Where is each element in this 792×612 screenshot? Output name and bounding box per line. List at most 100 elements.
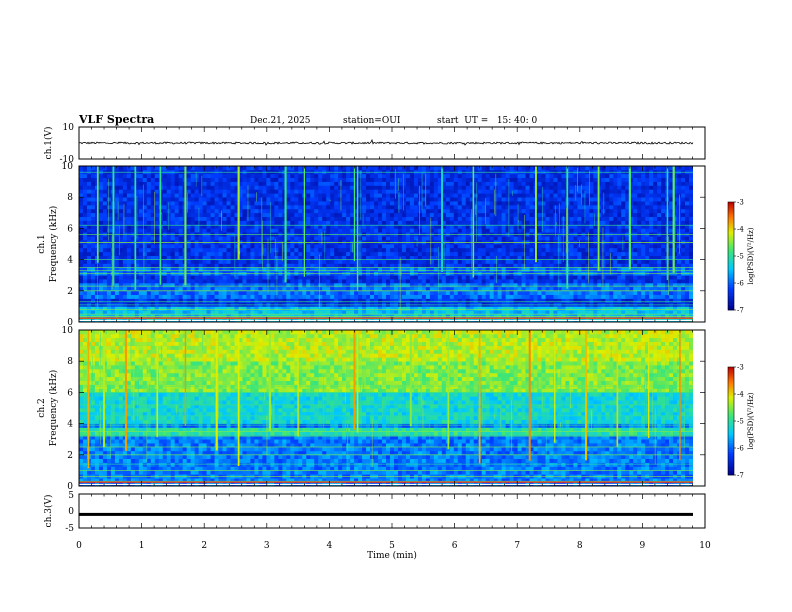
- spectrogram-cell: [146, 310, 152, 315]
- spectrogram-cell: [473, 286, 478, 292]
- spectrogram-cell: [449, 263, 455, 268]
- spectrogram-cell: [445, 283, 451, 288]
- spectrogram-cell: [457, 244, 463, 249]
- spectrogram-cell: [270, 286, 275, 292]
- spectrogram-cell: [170, 244, 175, 249]
- spectrogram-cell: [437, 244, 443, 249]
- spectrogram-cell: [278, 205, 283, 210]
- spectrogram-cell: [649, 251, 654, 256]
- spectrogram-cell: [461, 205, 467, 210]
- spectrogram-cell: [154, 197, 160, 202]
- spectrogram-cell: [389, 267, 395, 272]
- spectrogram-cell: [501, 201, 506, 206]
- spectrogram-cell: [322, 275, 327, 280]
- spectrogram-cell: [421, 244, 427, 249]
- spectrogram-cell: [417, 220, 423, 225]
- spectrogram-cell: [601, 286, 606, 292]
- spectrogram-cell: [521, 251, 526, 256]
- spectrogram-cell: [374, 286, 379, 292]
- spectrogram-cell: [605, 283, 610, 288]
- spectrogram-cell: [545, 298, 550, 303]
- spectrogram-cell: [501, 255, 506, 260]
- spectrogram-cell: [374, 197, 379, 202]
- spectrogram-cell: [469, 205, 475, 210]
- spectrogram-cell: [401, 212, 407, 217]
- spectrogram-cell: [242, 212, 247, 217]
- spectrogram-cell: [449, 275, 455, 280]
- spectrogram-cell: [342, 306, 347, 311]
- spectrogram-cell: [342, 208, 347, 214]
- spectrogram-cell: [633, 279, 638, 284]
- spectrogram-cell: [613, 290, 618, 295]
- spectrogram-cell: [689, 279, 694, 284]
- spectrogram-cell: [437, 247, 443, 253]
- spectrogram-cell: [397, 197, 403, 202]
- spectrogram-cell: [86, 283, 92, 288]
- spectrogram-cell: [613, 251, 618, 256]
- spectrogram-cell: [393, 216, 399, 221]
- spectrogram-cell: [290, 205, 295, 210]
- spectrogram-cell: [242, 197, 247, 202]
- spectrogram-cell: [409, 247, 415, 253]
- spectrogram-cell: [481, 306, 486, 311]
- spectrogram-cell: [509, 298, 514, 303]
- spectrogram-cell: [477, 247, 482, 253]
- spectrogram-cell: [134, 286, 140, 292]
- spectrogram-cell: [649, 255, 654, 260]
- spectrogram-cell: [521, 201, 526, 206]
- spectrogram-cell: [150, 294, 156, 299]
- spectrogram-cell: [350, 290, 355, 295]
- spectrogram-cell: [557, 267, 562, 272]
- spectrogram-cell: [90, 244, 96, 249]
- spectrogram-cell: [445, 279, 451, 284]
- spectrogram-cell: [589, 208, 594, 214]
- spectrogram-cell: [429, 212, 435, 217]
- spectrogram-cell: [629, 212, 634, 217]
- spectrogram-cell: [573, 236, 578, 241]
- spectrogram-cell: [433, 267, 439, 272]
- spectrogram-cell: [114, 255, 120, 260]
- spectrogram-cell: [493, 216, 498, 221]
- spectrogram-cell: [417, 310, 423, 315]
- spectrogram-cell: [258, 294, 263, 299]
- spectrogram-cell: [621, 283, 626, 288]
- spectrogram-cell: [413, 212, 419, 217]
- spectrogram-cell: [409, 224, 415, 229]
- spectrogram-cell: [521, 220, 526, 225]
- spectrogram-cell: [322, 236, 327, 241]
- spectrogram-cell: [290, 294, 295, 299]
- spectrogram-cell: [445, 212, 451, 217]
- spectrogram-cell: [613, 283, 618, 288]
- spectrogram-cell: [513, 279, 518, 284]
- spectrogram-cell: [525, 208, 530, 214]
- spectrogram-cell: [645, 255, 650, 260]
- spectrogram-cell: [425, 247, 431, 253]
- spectrogram-cell: [685, 263, 690, 268]
- spectrogram-cell: [310, 279, 315, 284]
- spectrogram-cell: [282, 306, 287, 311]
- spectrogram-cell: [669, 290, 674, 295]
- spectrogram-cell: [162, 228, 168, 233]
- spectrogram-cell: [254, 216, 259, 221]
- spectrogram-cell: [310, 263, 315, 268]
- spectrogram-cell: [509, 294, 514, 299]
- spectrogram-cell: [378, 251, 383, 256]
- spectrogram-cell: [170, 255, 175, 260]
- spectrogram-cell: [174, 255, 179, 260]
- spectrogram-cell: [509, 212, 514, 217]
- spectrogram-cell: [210, 267, 215, 272]
- spectrogram-cell: [625, 201, 630, 206]
- spectrogram-cell: [489, 294, 494, 299]
- spectrogram-cell: [298, 216, 303, 221]
- spectrogram-cell: [457, 255, 463, 260]
- spectrogram-cell: [138, 298, 144, 303]
- spectrogram-cell: [525, 290, 530, 295]
- spectrogram-cell: [242, 216, 247, 221]
- spectrogram-cell: [246, 298, 251, 303]
- spectrogram-cell: [250, 224, 255, 229]
- spectrogram-cell: [118, 298, 124, 303]
- spectrogram-cell: [82, 286, 88, 292]
- spectrogram-cell: [198, 294, 203, 299]
- spectrogram-cell: [210, 294, 215, 299]
- spectrogram-cell: [609, 208, 614, 214]
